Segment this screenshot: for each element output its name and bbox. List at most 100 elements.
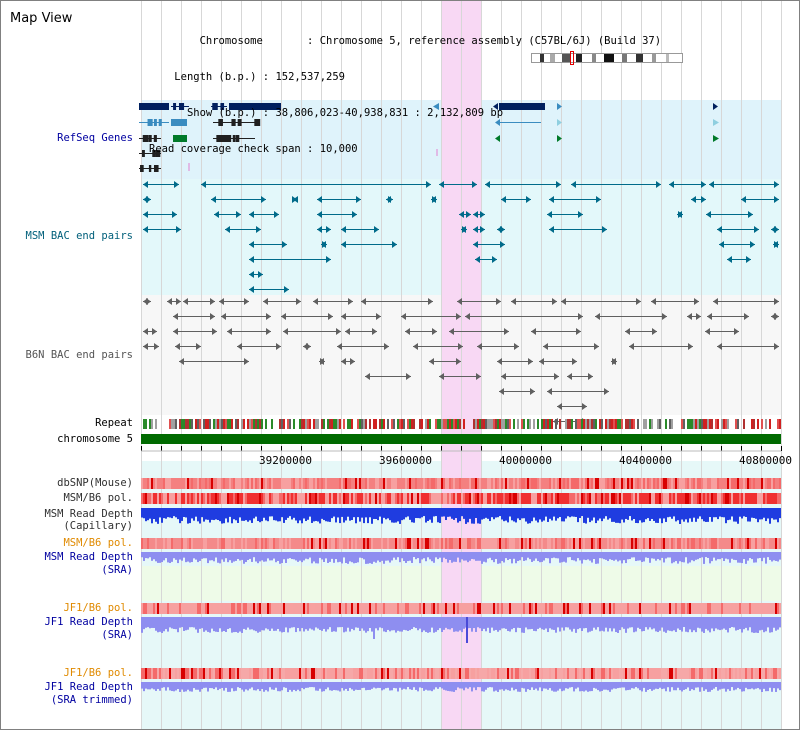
msm-b6-pol-density: [767, 538, 769, 549]
msm-sra-depth-bar: [463, 552, 465, 561]
repeat-element: [237, 419, 239, 429]
msm-b6-pol-density: [483, 493, 485, 504]
msm-b6-pol-density: [691, 493, 693, 504]
track-label-jf1-b6-pol-1[interactable]: JF1/B6 pol.: [63, 602, 133, 614]
msm-b6-pol-density: [281, 538, 283, 549]
track-label-dbsnp[interactable]: dbSNP(Mouse): [57, 477, 133, 489]
dbsnp-density: [147, 478, 149, 489]
dbsnp-density: [267, 478, 269, 489]
msm-sra-depth-bar: [509, 552, 511, 559]
jf1-trimmed-depth-bar: [269, 682, 271, 688]
track-label-chromosome[interactable]: chromosome 5: [57, 433, 133, 445]
msm-capillary-depth-bar: [461, 508, 463, 517]
bac-end: [174, 181, 179, 188]
jf1-b6-pol-density: [423, 668, 425, 679]
msm-capillary-depth-bar: [567, 508, 569, 517]
jf1-sra-depth-bar: [663, 617, 665, 632]
bac-end: [774, 226, 779, 233]
jf1-trimmed-depth-bar: [179, 682, 181, 692]
ideogram-band: [622, 54, 627, 62]
msm-b6-pol-density: [305, 493, 307, 504]
jf1-b6-pol-density: [485, 603, 487, 614]
msm-b6-pol-density: [573, 538, 575, 549]
dbsnp-density: [463, 478, 465, 489]
bac-end: [629, 343, 634, 350]
msm-sra-depth-bar: [371, 552, 373, 564]
jf1-b6-pol-density: [197, 603, 199, 614]
msm-b6-pol-density: [593, 538, 595, 549]
jf1-b6-pol-density: [555, 603, 557, 614]
ideogram-band: [592, 54, 596, 62]
track-label-jf1-depth-trimmed[interactable]: JF1 Read Depth: [44, 681, 133, 693]
track-label-jf1-depth-sra[interactable]: JF1 Read Depth: [44, 616, 133, 628]
jf1-b6-pol-density: [453, 668, 455, 679]
jf1-trimmed-depth-bar: [441, 682, 443, 689]
jf1-sra-depth-bar: [731, 617, 733, 628]
track-label-jf1-b6-pol-2[interactable]: JF1/B6 pol.: [63, 667, 133, 679]
msm-sra-depth-bar: [755, 552, 757, 563]
chromosome-ideogram[interactable]: [531, 51, 683, 65]
jf1-b6-pol-density: [197, 668, 199, 679]
track-label-msm-bac[interactable]: MSM BAC end pairs: [25, 230, 133, 242]
jf1-b6-pol-density: [271, 603, 273, 614]
msm-b6-pol-density: [311, 538, 313, 549]
msm-b6-pol-density: [389, 538, 391, 549]
jf1-b6-pol-density: [267, 603, 269, 614]
jf1-b6-pol-density: [335, 668, 337, 679]
jf1-b6-pol-density: [193, 668, 195, 679]
msm-b6-pol-density: [737, 538, 739, 549]
ideogram-position-marker[interactable]: [570, 51, 574, 65]
track-label-repeat[interactable]: Repeat: [95, 417, 133, 429]
dbsnp-density: [547, 478, 549, 489]
dbsnp-density: [231, 478, 233, 489]
msm-capillary-depth-bar: [289, 508, 291, 517]
msm-sra-depth-bar: [383, 552, 385, 564]
dbsnp-density: [247, 478, 249, 489]
bac-end: [263, 298, 268, 305]
jf1-sra-depth-bar: [171, 617, 173, 629]
jf1-b6-pol-density: [153, 668, 155, 679]
dbsnp-density: [227, 478, 229, 489]
msm-sra-depth-bar: [767, 552, 769, 558]
jf1-sra-depth-bar: [753, 617, 755, 633]
jf1-b6-pol-density: [365, 668, 367, 679]
msm-capillary-depth-bar: [415, 508, 417, 519]
jf1-b6-pol-density: [195, 668, 197, 679]
msm-capillary-depth-bar: [245, 508, 247, 521]
jf1-b6-pol-density: [285, 603, 287, 614]
msm-b6-pol-density: [217, 538, 219, 549]
jf1-trimmed-depth-bar: [523, 682, 525, 689]
msm-capillary-depth-bar: [189, 508, 191, 524]
jf1-sra-depth-bar: [253, 617, 255, 631]
msm-sra-depth-bar: [647, 552, 649, 558]
track-label-msm-depth-sra[interactable]: MSM Read Depth: [44, 551, 133, 563]
jf1-b6-pol-density: [385, 603, 387, 614]
track-label-msm-b6-pol-1[interactable]: MSM/B6 pol.: [63, 492, 133, 504]
msm-sra-depth-bar: [625, 552, 627, 564]
msm-sra-depth-bar: [237, 552, 239, 559]
dbsnp-density: [675, 478, 677, 489]
track-label-b6n-bac[interactable]: B6N BAC end pairs: [25, 349, 133, 361]
msm-capillary-depth-bar: [479, 508, 481, 524]
jf1-sra-depth-bar: [379, 617, 381, 628]
jf1-b6-pol-density: [591, 603, 593, 614]
dbsnp-density: [293, 478, 295, 489]
dbsnp-density: [733, 478, 735, 489]
msm-b6-pol-density: [305, 538, 307, 549]
track-label-msm-b6-pol-2[interactable]: MSM/B6 pol.: [63, 537, 133, 549]
track-label-msm-depth-capillary[interactable]: MSM Read Depth: [44, 508, 133, 520]
jf1-sra-depth-bar: [367, 617, 369, 632]
jf1-sra-depth-bar: [281, 617, 283, 633]
repeat-element: [521, 419, 523, 429]
jf1-b6-pol-density: [221, 668, 223, 679]
msm-sra-depth-bar: [481, 552, 483, 564]
msm-b6-pol-density: [487, 493, 489, 504]
jf1-sra-depth-bar: [151, 617, 153, 628]
msm-sra-depth-bar: [333, 552, 335, 563]
msm-b6-pol-density: [555, 493, 557, 504]
jf1-b6-pol-density: [621, 668, 623, 679]
track-label-refseq[interactable]: RefSeq Genes: [57, 132, 133, 144]
dbsnp-density: [627, 478, 629, 489]
dbsnp-density: [199, 478, 201, 489]
